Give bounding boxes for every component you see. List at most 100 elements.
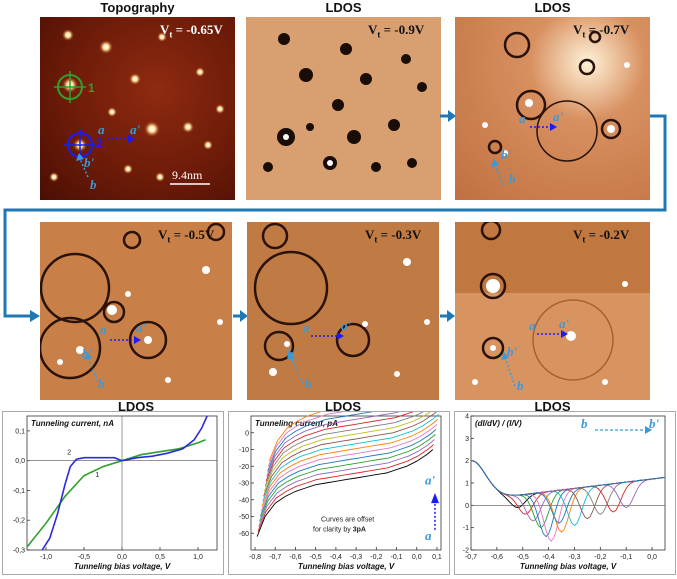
offset-curve bbox=[257, 444, 434, 532]
x-tick-label: -0,1 bbox=[620, 554, 632, 561]
y-tick-label: 2 bbox=[465, 458, 469, 465]
label-a-p6: a bbox=[529, 318, 536, 333]
plot2-label-a: a bbox=[425, 528, 432, 543]
offset-curve bbox=[264, 398, 442, 487]
ldos-bright-spots-p4 bbox=[57, 266, 223, 383]
label-a-prime-p4: a' bbox=[136, 320, 147, 335]
label-a-p5: a bbox=[303, 320, 310, 335]
x-tick-label: -0,5 bbox=[517, 554, 529, 561]
offset-curve bbox=[258, 439, 435, 527]
plot-iv-current-na: -1,0 -0,5 0,0 0,5 1,0 0,1 0,0 -0,1 -0,2 -0,3 Tunne… bbox=[2, 411, 224, 575]
topography-image: 1 2 a a' b b' 9.4nm Vt = -0.65V bbox=[40, 17, 235, 200]
voltage-label-p6: Vt = -0.2V bbox=[573, 227, 630, 245]
plot-iv-current-pa: -0,8 -0,7 -0,6 -0,5 -0,4 -0,3 -0,2 -0,1 0,0 0,1 0 -… bbox=[228, 373, 450, 575]
y-tick-label: -0,1 bbox=[13, 488, 25, 495]
voltage-label-p5: Vt = -0.3V bbox=[365, 227, 422, 245]
x-tick-label: -0,3 bbox=[350, 554, 362, 561]
x-tick-label: -0,2 bbox=[594, 554, 606, 561]
x-axis-label: Tunneling bias voltage, V bbox=[520, 562, 617, 571]
x-tick-label: -1,0 bbox=[40, 554, 52, 561]
panel-title-ldos-top-right: LDOS bbox=[534, 0, 571, 15]
label-a: a bbox=[98, 122, 105, 137]
b-arrow-head bbox=[645, 426, 652, 434]
panel-title-ldos-mid-right: LDOS bbox=[534, 399, 571, 414]
plot-title: Tunneling current, nA bbox=[31, 419, 114, 428]
y-tick-label: -2 bbox=[463, 548, 469, 555]
x-tick-label: -0,8 bbox=[249, 554, 261, 561]
panel-title-topography: Topography bbox=[100, 0, 175, 15]
ldos-image-p3: a a' b b' Vt = -0.7V bbox=[455, 17, 650, 200]
offset-curve bbox=[256, 449, 434, 537]
voltage-label-p4: Vt = -0.5V bbox=[158, 227, 215, 245]
conductance-curve bbox=[470, 460, 666, 524]
offset-arrow-head bbox=[431, 493, 439, 504]
offset-curve bbox=[263, 408, 440, 497]
plot2-label-a-prime: a' bbox=[425, 473, 436, 488]
label-b-prime-p6: b' bbox=[507, 344, 518, 359]
flow-arrows bbox=[3, 110, 667, 322]
ldos-rings-p5 bbox=[253, 222, 371, 362]
marker-1-label: 1 bbox=[88, 81, 95, 95]
x-tick-label: 0,0 bbox=[647, 554, 657, 561]
ldos-rings-p3 bbox=[487, 30, 622, 162]
label-b-prime-p4: b' bbox=[82, 346, 93, 361]
ldos-rings-p6 bbox=[479, 222, 507, 360]
plot3-label-b-prime: b' bbox=[649, 416, 660, 431]
ldos-image-p5: a a' b b' Vt = -0.3V bbox=[247, 222, 439, 400]
y-tick-label: 1 bbox=[465, 481, 469, 488]
y-tick-label: -0,2 bbox=[13, 518, 25, 525]
series-line-2 bbox=[41, 415, 208, 551]
label-a-prime-p3: a' bbox=[553, 109, 564, 124]
y-tick-label: 4 bbox=[465, 414, 469, 421]
series-line-1 bbox=[26, 439, 206, 548]
plot-title: (dI/dV) / (I/V) bbox=[475, 419, 522, 428]
x-axis-label: Tunneling bias voltage, V bbox=[298, 562, 395, 571]
offset-curve bbox=[259, 434, 436, 522]
label-b-prime-p3: b' bbox=[501, 147, 512, 162]
conductance-curve bbox=[470, 460, 666, 509]
y-tick-label: 0 bbox=[465, 503, 469, 510]
x-axis-label: Tunneling bias voltage, V bbox=[74, 562, 171, 571]
label-a-p3: a bbox=[519, 111, 526, 126]
y-tick-label: -1 bbox=[463, 525, 469, 532]
x-tick-label: -0,7 bbox=[465, 554, 477, 561]
plot-frame bbox=[470, 415, 666, 551]
ldos-image-p4: a a' b b' Vt = -0.5V bbox=[40, 222, 232, 400]
label-a-prime-p6: a' bbox=[559, 316, 570, 331]
x-tick-label: -0,2 bbox=[370, 554, 382, 561]
conductance-curve bbox=[470, 460, 666, 522]
x-tick-label: -0,3 bbox=[568, 554, 580, 561]
y-tick-label: -0,3 bbox=[13, 548, 25, 555]
label-a-prime: a' bbox=[130, 122, 141, 137]
label-b-p6: b bbox=[517, 378, 524, 393]
conductance-curve bbox=[470, 460, 666, 538]
ldos-bright-spots-p3 bbox=[482, 62, 630, 156]
x-tick-label: 1,0 bbox=[193, 554, 203, 561]
ldos-bright-spots-p5 bbox=[269, 258, 430, 377]
x-tick-label: -0,6 bbox=[491, 554, 503, 561]
y-tick-label: -60 bbox=[239, 531, 249, 538]
panel-title-ldos-mid-mid: LDOS bbox=[324, 399, 362, 414]
plot-normalized-conductance: -0,7 -0,6 -0,5 -0,4 -0,3 -0,2 -0,1 0,0 4 3 2 1 0 -1 -2… bbox=[454, 411, 676, 575]
x-tick-label: 0,0 bbox=[412, 554, 422, 561]
x-tick-label: -0,5 bbox=[78, 554, 90, 561]
label-a-p4: a bbox=[100, 322, 107, 337]
y-tick-label: 0,1 bbox=[15, 428, 25, 435]
x-tick-label: -0,5 bbox=[310, 554, 322, 561]
y-tick-label: -50 bbox=[239, 514, 249, 521]
series-label-2: 2 bbox=[67, 450, 71, 457]
x-tick-label: -0,4 bbox=[330, 554, 342, 561]
y-tick-label: 3 bbox=[465, 436, 469, 443]
panel-title-ldos-mid-left: LDOS bbox=[117, 399, 155, 414]
voltage-label-p2: Vt = -0.9V bbox=[368, 22, 425, 40]
voltage-label-p3: Vt = -0.7V bbox=[573, 22, 630, 40]
label-b-prime: b' bbox=[84, 155, 95, 170]
label-b-p3: b bbox=[509, 171, 516, 186]
x-tick-label: -0,4 bbox=[543, 554, 555, 561]
x-tick-label: 0,5 bbox=[155, 554, 165, 561]
conductance-curve bbox=[470, 460, 666, 509]
plot3-svg: -0,7 -0,6 -0,5 -0,4 -0,3 -0,2 -0,1 0,0 4 3 2 1 0 -1 -2… bbox=[463, 414, 666, 571]
plot-title: Tunneling current, pA bbox=[255, 419, 338, 428]
y-tick-label: -40 bbox=[239, 497, 249, 504]
annotation-line1: Curves are offset bbox=[321, 517, 374, 524]
